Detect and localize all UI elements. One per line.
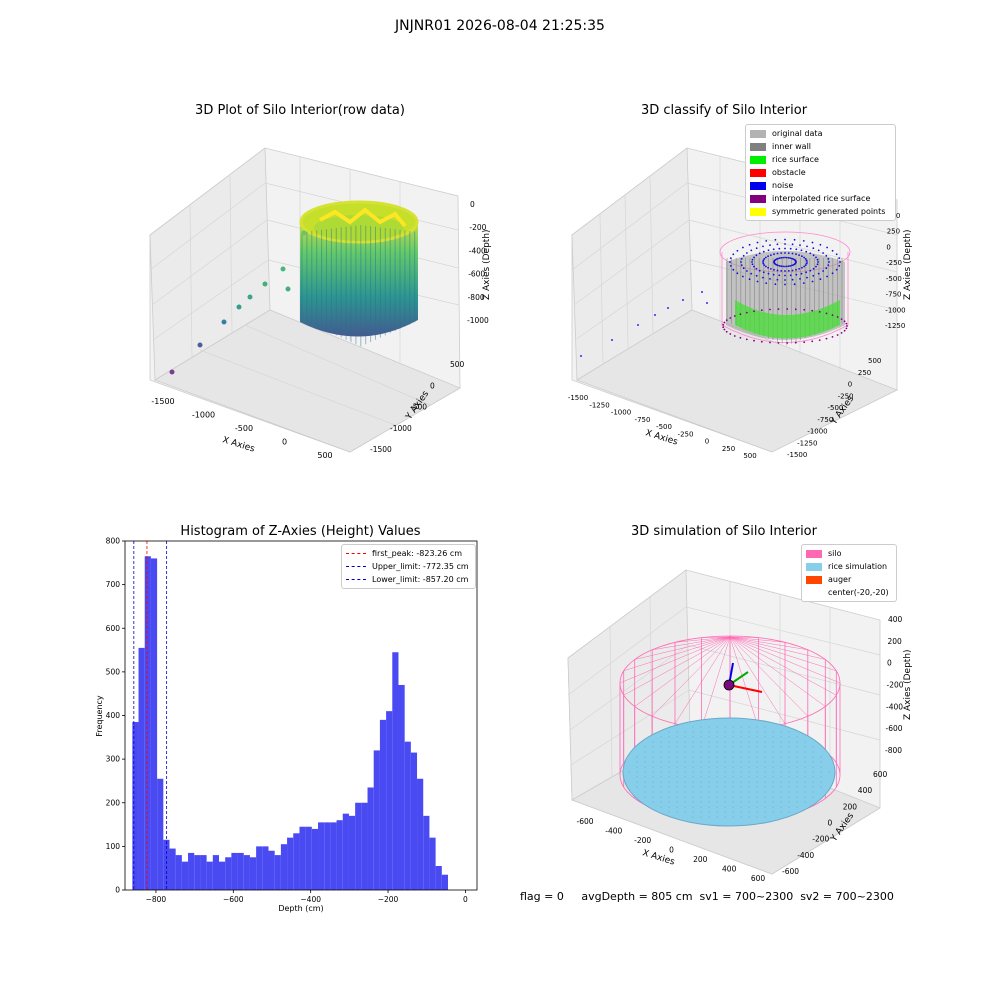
raw-y-tick: 0 <box>430 381 435 390</box>
classify-legend-label: rice surface <box>772 155 819 164</box>
classify-legend-item: rice surface <box>746 153 895 166</box>
classify-legend-label: interpolated rice surface <box>772 194 871 203</box>
raw-plot-title: 3D Plot of Silo Interior(row data) <box>195 103 405 118</box>
simulation-legend-label: silo <box>828 549 842 558</box>
raw-z-label: Z Axies (Depth) <box>482 229 492 300</box>
figure-title: JNJNR01 2026-08-04 21:25:35 <box>395 18 605 34</box>
raw-z-tick: -800 <box>468 293 485 302</box>
classify-legend-label: noise <box>772 181 794 190</box>
histogram-legend-swatch <box>346 579 366 580</box>
histogram-legend-label: Upper_limit: -772.35 cm <box>372 562 469 571</box>
raw-z-tick: 0 <box>470 200 475 209</box>
histogram-legend-swatch <box>346 566 366 567</box>
histogram-legend-label: first_peak: -823.26 cm <box>372 549 463 558</box>
simulation-legend-label: center(-20,-20) <box>828 588 889 597</box>
classify-legend-label: obstacle <box>772 168 806 177</box>
simulation-legend-swatch <box>806 589 822 597</box>
histogram-legend-swatch <box>346 553 366 554</box>
simulation-legend-item: silo <box>802 547 896 560</box>
raw-z-tick: -1000 <box>467 316 489 325</box>
classify-legend-swatch <box>750 155 766 164</box>
raw-y-ticks: 500 0 -500 -1000 -1500 <box>370 360 465 454</box>
raw-x-label: X Axies <box>221 435 256 454</box>
classify-legend-swatch <box>750 129 766 138</box>
raw-x-tick: -500 <box>235 424 253 433</box>
simulation-plot-title: 3D simulation of Silo Interior <box>631 524 817 539</box>
simulation-legend-item: center(-20,-20) <box>802 586 896 599</box>
status-line: flag = 0 avgDepth = 805 cm sv1 = 700~230… <box>520 890 894 903</box>
classify-legend-label: inner wall <box>772 142 812 151</box>
classify-plot-title: 3D classify of Silo Interior <box>640 103 808 118</box>
classify-legend-item: interpolated rice surface <box>746 192 895 205</box>
histogram-title: Histogram of Z-Axies (Height) Values <box>180 524 421 539</box>
classify-legend-label: symmetric generated points <box>772 207 886 216</box>
histogram-legend-item: Upper_limit: -772.35 cm <box>342 560 475 573</box>
raw-z-ticks: 0 -200 -400 -600 -800 -1000 <box>467 200 489 325</box>
raw-pane-floor <box>154 309 461 453</box>
raw-z-tick: -400 <box>469 246 486 255</box>
histogram-legend-item: first_peak: -823.26 cm <box>342 547 475 560</box>
classify-legend-swatch <box>750 142 766 151</box>
classify-legend-item: original data <box>746 127 895 140</box>
raw-x-tick: -1500 <box>151 397 174 406</box>
classify-legend-swatch <box>750 168 766 177</box>
simulation-legend-swatch <box>806 562 822 571</box>
simulation-legend-item: auger <box>802 573 896 586</box>
raw-point-cloud <box>299 200 419 347</box>
classify-legend-item: obstacle <box>746 166 895 179</box>
classify-legend-item: inner wall <box>746 140 895 153</box>
simulation-legend-swatch <box>806 549 822 558</box>
raw-x-tick: 500 <box>317 451 332 460</box>
classify-legend: original data inner wall rice surface obsta… <box>745 124 896 221</box>
simulation-legend-label: auger <box>828 575 852 584</box>
classify-legend-swatch <box>750 181 766 190</box>
histogram-legend-label: Lower_limit: -857.20 cm <box>372 575 469 584</box>
classify-legend-swatch <box>750 207 766 216</box>
classify-legend-label: original data <box>772 129 823 138</box>
raw-y-tick: -1500 <box>370 445 392 454</box>
raw-z-tick: -200 <box>469 223 486 232</box>
classify-legend-item: symmetric generated points <box>746 205 895 218</box>
raw-x-ticks: -1500 -1000 -500 0 500 <box>151 397 332 460</box>
classify-legend-swatch <box>750 194 766 203</box>
raw-y-tick: -500 <box>410 403 427 412</box>
raw-x-tick: -1000 <box>192 411 215 420</box>
raw-y-tick: -1000 <box>390 424 412 433</box>
histogram-legend: first_peak: -823.26 cm Upper_limit: -772.… <box>341 544 476 589</box>
simulation-legend-label: rice simulation <box>828 562 888 571</box>
raw-outlier-points <box>169 230 307 375</box>
raw-x-tick: 0 <box>282 438 287 447</box>
simulation-legend-swatch <box>806 575 822 584</box>
raw-z-tick: -600 <box>468 270 485 279</box>
classify-legend-item: noise <box>746 179 895 192</box>
simulation-legend: silo rice simulation auger center(-20,-20) <box>801 544 897 602</box>
histogram-legend-item: Lower_limit: -857.20 cm <box>342 573 475 586</box>
raw-y-tick: 500 <box>450 360 465 369</box>
simulation-legend-item: rice simulation <box>802 560 896 573</box>
